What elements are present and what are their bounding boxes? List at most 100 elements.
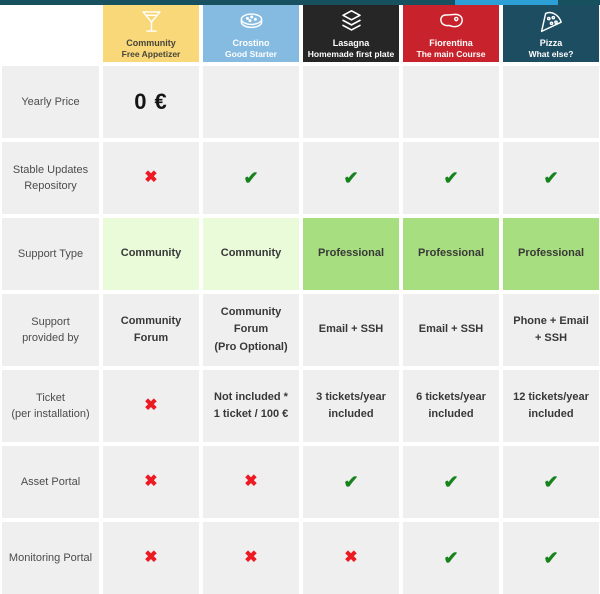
table-cell: Phone + Email + SSH (503, 294, 599, 366)
cross-icon: ✖ (344, 549, 358, 566)
steak-icon (438, 7, 465, 34)
table-cell: 3 tickets/year included (303, 370, 399, 442)
check-icon: ✔ (443, 548, 459, 568)
cocktail-icon (138, 7, 165, 34)
cell-text-line: included (328, 408, 374, 420)
check-icon: ✔ (543, 168, 559, 188)
table-cell: ✔ (203, 142, 299, 214)
top-scrollbar-thumb[interactable] (455, 0, 558, 5)
table-cell: ✔ (503, 142, 599, 214)
table-cell: ✖ (303, 522, 399, 594)
table-cell: 6 tickets/year included (403, 370, 499, 442)
plan-subtitle: What else? (528, 49, 574, 60)
table-cell: ✔ (403, 446, 499, 518)
row-label: Asset Portal (2, 446, 99, 518)
row-label-line: Stable Updates (12, 163, 89, 176)
table-cell: ✔ (303, 142, 399, 214)
cell-text-line: Community Forum (120, 314, 182, 344)
table-cell: Professional (303, 218, 399, 290)
cell-text-line: (Pro Optional) (214, 340, 288, 353)
table-cell: ✔ (503, 446, 599, 518)
plan-header-fiorentina[interactable]: Fiorentina The main Course (403, 5, 499, 62)
header-spacer (2, 5, 99, 62)
table-cell (203, 66, 299, 138)
cell-text-line: 6 tickets/year (416, 390, 486, 403)
check-icon: ✔ (243, 168, 259, 188)
cross-icon: ✖ (244, 549, 258, 566)
table-cell: Email + SSH (303, 294, 399, 366)
cell-text-line: included (428, 408, 474, 420)
cell-text-line: 3 tickets/year (316, 390, 386, 403)
cell-text-line: Professional (317, 247, 385, 260)
pizza-icon (538, 7, 565, 34)
cell-text-line: Community Forum (220, 306, 282, 336)
cell-text-line: Community (120, 247, 182, 260)
row-label-line: Support Type (17, 247, 84, 260)
cell-text-line: Community (220, 247, 282, 260)
table-cell: ✖ (203, 446, 299, 518)
cell-text-line: 12 tickets/year (513, 390, 589, 403)
table-cell: 12 tickets/year included (503, 370, 599, 442)
row-label-line: Support (31, 315, 70, 328)
cell-text-line: Professional (517, 247, 585, 260)
cross-icon: ✖ (244, 473, 258, 490)
table-cell: ✖ (103, 446, 199, 518)
table-cell: Professional (403, 218, 499, 290)
row-label-line: (per installation) (11, 408, 90, 420)
table-cell: Community (103, 218, 199, 290)
table-cell: Not included * 1 ticket / 100 € (203, 370, 299, 442)
cell-text-line: Email + SSH (418, 323, 484, 336)
plan-subtitle: The main Course (416, 49, 486, 60)
price-value: 0 € (134, 89, 168, 114)
plan-subtitle: Good Starter (225, 49, 277, 60)
cell-text-line: Professional (417, 247, 485, 260)
row-label: Ticket (per installation) (2, 370, 99, 442)
check-icon: ✔ (543, 548, 559, 568)
plan-name: Community (126, 38, 176, 48)
cell-text-line: included (528, 408, 574, 420)
cross-icon: ✖ (144, 549, 158, 566)
row-label: Monitoring Portal (2, 522, 99, 594)
table-cell: ✖ (103, 142, 199, 214)
row-label: Support provided by (2, 294, 99, 366)
table-cell: ✔ (303, 446, 399, 518)
cell-text-line: Phone + Email (513, 314, 589, 327)
row-label-line: Yearly Price (21, 95, 80, 108)
lasagna-icon (338, 7, 365, 34)
plan-header-lasagna[interactable]: Lasagna Homemade first plate (303, 5, 399, 62)
row-label-line: Ticket (36, 391, 65, 404)
plan-header-community[interactable]: Community Free Appetizer (103, 5, 199, 62)
plan-header-pizza[interactable]: Pizza What else? (503, 5, 599, 62)
plan-header-crostino[interactable]: Crostino Good Starter (203, 5, 299, 62)
table-cell: ✔ (403, 142, 499, 214)
table-cell: ✖ (203, 522, 299, 594)
row-label-line: Monitoring Portal (8, 551, 93, 564)
cell-text-line: + SSH (534, 332, 568, 344)
table-cell: Community (203, 218, 299, 290)
plan-name: Lasagna (332, 38, 370, 48)
table-cell: Community Forum (103, 294, 199, 366)
plan-name: Crostino (232, 38, 270, 48)
table-cell: ✔ (403, 522, 499, 594)
check-icon: ✔ (443, 472, 459, 492)
table-cell: Professional (503, 218, 599, 290)
pricing-comparison-table: Community Free Appetizer Crostino Good Star… (2, 5, 599, 594)
table-cell (503, 66, 599, 138)
table-cell: 0 € (103, 66, 199, 138)
table-cell: Community Forum (Pro Optional) (203, 294, 299, 366)
check-icon: ✔ (543, 472, 559, 492)
table-cell: ✖ (103, 522, 199, 594)
row-label: Yearly Price (2, 66, 99, 138)
plan-name: Fiorentina (429, 38, 473, 48)
row-label-line: provided by (22, 332, 79, 344)
row-label-line: Repository (24, 180, 77, 192)
top-scrollbar-track (0, 0, 600, 5)
cell-text-line: Not included * (214, 390, 288, 403)
crostino-icon (238, 7, 265, 34)
table-cell: ✖ (103, 370, 199, 442)
plan-subtitle: Homemade first plate (307, 49, 395, 60)
check-icon: ✔ (343, 472, 359, 492)
cross-icon: ✖ (144, 169, 158, 186)
check-icon: ✔ (443, 168, 459, 188)
row-label-line: Asset Portal (20, 475, 81, 488)
